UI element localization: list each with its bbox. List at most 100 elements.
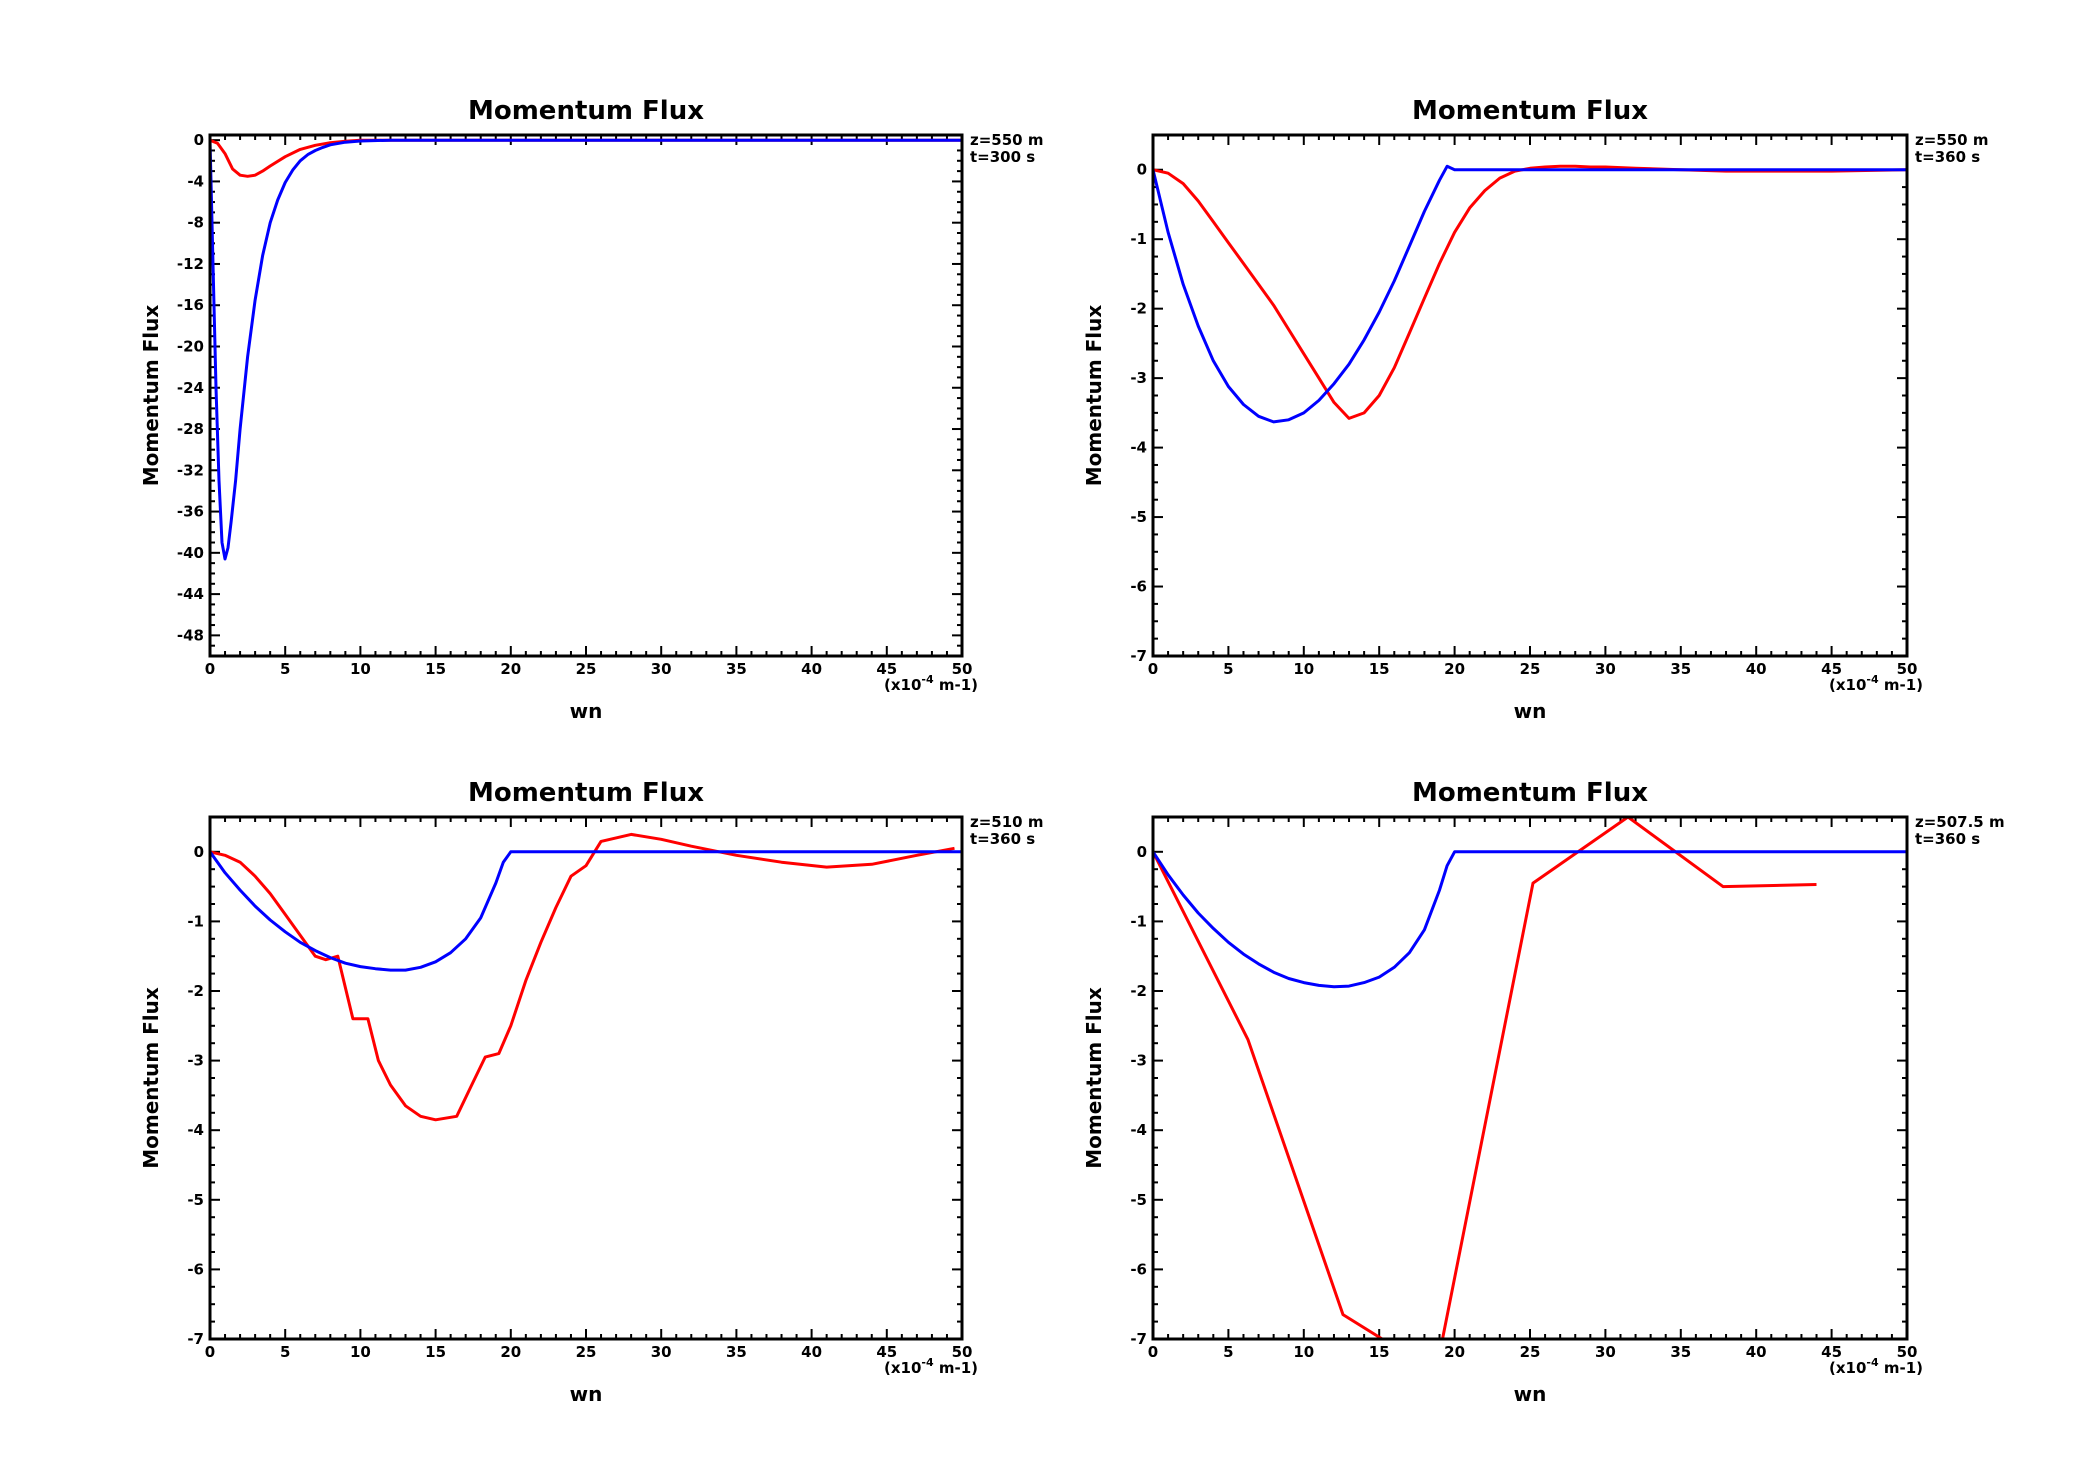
x-tick-label: 20 — [500, 660, 521, 678]
x-tick-label: 40 — [801, 660, 822, 678]
y-tick-label: -20 — [177, 337, 204, 355]
x-unit-suffix: m-1) — [1879, 1359, 1923, 1377]
x-tick-label: 35 — [726, 1343, 747, 1361]
y-tick-label: -2 — [1130, 300, 1147, 318]
x-unit-base: (x10 — [1829, 1359, 1866, 1377]
y-tick-label: 0 — [194, 843, 204, 861]
x-tick-label: 5 — [1223, 660, 1233, 678]
y-axis-label: Momentum Flux — [139, 305, 163, 487]
x-tick-label: 50 — [952, 660, 973, 678]
x-tick-label: 50 — [952, 1343, 973, 1361]
series-line-1 — [210, 832, 955, 1122]
x-unit-exponent: -4 — [921, 1356, 934, 1369]
y-tick-label: -3 — [1130, 369, 1147, 387]
series-line-2 — [210, 850, 962, 972]
y-tick-label: -2 — [1130, 982, 1147, 1000]
y-tick-label: -4 — [187, 1121, 204, 1139]
time-annotation: t=300 s — [970, 148, 1035, 166]
x-axis-label: wn — [1514, 1382, 1547, 1406]
x-tick-label: 10 — [1293, 1343, 1314, 1361]
x-unit-suffix: m-1) — [934, 676, 978, 694]
y-axis-label: Momentum Flux — [1082, 987, 1106, 1169]
x-tick-label: 0 — [205, 660, 215, 678]
y-tick-label: -4 — [187, 172, 204, 190]
y-tick-label: -6 — [1130, 1260, 1147, 1278]
x-tick-label: 15 — [425, 660, 446, 678]
x-tick-label: 5 — [280, 660, 290, 678]
y-tick-label: -7 — [1130, 1330, 1147, 1348]
x-tick-label: 40 — [1746, 1343, 1767, 1361]
x-tick-label: 45 — [1821, 1343, 1842, 1361]
x-tick-label: 40 — [1746, 660, 1767, 678]
y-tick-label: 0 — [1137, 843, 1147, 861]
x-tick-label: 5 — [280, 1343, 290, 1361]
x-unit-label: (x10-4 m-1) — [1829, 1356, 1923, 1377]
y-axis-label: Momentum Flux — [139, 987, 163, 1169]
x-tick-label: 5 — [1223, 1343, 1233, 1361]
x-tick-label: 25 — [1520, 660, 1541, 678]
plot-frame — [208, 133, 964, 658]
y-tick-label: -1 — [1130, 230, 1147, 248]
x-tick-label: 25 — [1520, 1343, 1541, 1361]
y-tick-label: -5 — [1130, 1191, 1147, 1209]
x-tick-label: 0 — [205, 1343, 215, 1361]
chart-title: Momentum Flux — [1412, 96, 1648, 126]
y-tick-label: -24 — [177, 379, 204, 397]
height-annotation: z=510 m — [970, 813, 1043, 831]
y-tick-label: -48 — [177, 626, 204, 644]
y-tick-label: -44 — [177, 585, 204, 603]
height-annotation: z=550 m — [1915, 131, 1988, 149]
x-tick-label: 15 — [1369, 1343, 1390, 1361]
plot-frame — [1151, 815, 1909, 1341]
x-tick-label: 20 — [500, 1343, 521, 1361]
series-line-2 — [1153, 164, 1907, 424]
y-tick-label: -2 — [187, 982, 204, 1000]
x-tick-label: 35 — [726, 660, 747, 678]
height-annotation: z=507.5 m — [1915, 813, 2005, 831]
y-tick-label: -40 — [177, 544, 204, 562]
y-tick-label: -16 — [177, 296, 204, 314]
y-tick-label: -8 — [187, 214, 204, 232]
y-tick-label: -32 — [177, 461, 204, 479]
x-tick-label: 50 — [1897, 660, 1918, 678]
x-tick-label: 30 — [1595, 1343, 1616, 1361]
y-tick-label: 0 — [194, 131, 204, 149]
time-annotation: t=360 s — [1915, 148, 1980, 166]
x-tick-label: 35 — [1670, 1343, 1691, 1361]
y-tick-label: -36 — [177, 503, 204, 521]
series-line-2 — [210, 138, 962, 561]
x-tick-label: 0 — [1148, 660, 1158, 678]
y-tick-label: 0 — [1137, 161, 1147, 179]
y-tick-label: -6 — [1130, 578, 1147, 596]
x-tick-label: 30 — [1595, 660, 1616, 678]
x-tick-label: 30 — [651, 1343, 672, 1361]
time-annotation: t=360 s — [970, 830, 1035, 848]
chart-panel-4: Momentum Flux 0 5 10 15 20 25 30 35 40 45 50 0 -1 -2 -3… — [1082, 778, 2005, 1406]
x-tick-label: 40 — [801, 1343, 822, 1361]
x-tick-label: 45 — [1821, 660, 1842, 678]
series-line-2 — [1153, 850, 1907, 989]
chart-panel-1: Momentum Flux 0 5 10 15 20 25 30 35 40 45 50 0 -4 -8 -1… — [139, 96, 1043, 723]
x-unit-exponent: -4 — [1866, 1356, 1879, 1369]
height-annotation: z=550 m — [970, 131, 1043, 149]
x-tick-label: 20 — [1444, 1343, 1465, 1361]
x-unit-label: (x10-4 m-1) — [884, 1356, 978, 1377]
x-axis-label: wn — [570, 699, 603, 723]
plot-frame — [208, 815, 964, 1341]
x-unit-exponent: -4 — [1866, 673, 1879, 686]
x-tick-label: 20 — [1444, 660, 1465, 678]
x-unit-base: (x10 — [884, 676, 921, 694]
x-tick-label: 10 — [1293, 660, 1314, 678]
y-tick-label: -6 — [187, 1260, 204, 1278]
chart-title: Momentum Flux — [468, 96, 704, 126]
y-tick-label: -3 — [1130, 1052, 1147, 1070]
y-tick-label: -7 — [187, 1330, 204, 1348]
x-tick-label: 50 — [1897, 1343, 1918, 1361]
x-unit-exponent: -4 — [921, 673, 934, 686]
x-tick-label: 45 — [876, 1343, 897, 1361]
series-line-1 — [1153, 817, 1817, 1339]
x-axis-label: wn — [1514, 699, 1547, 723]
x-tick-label: 25 — [576, 1343, 597, 1361]
x-tick-label: 10 — [350, 1343, 371, 1361]
